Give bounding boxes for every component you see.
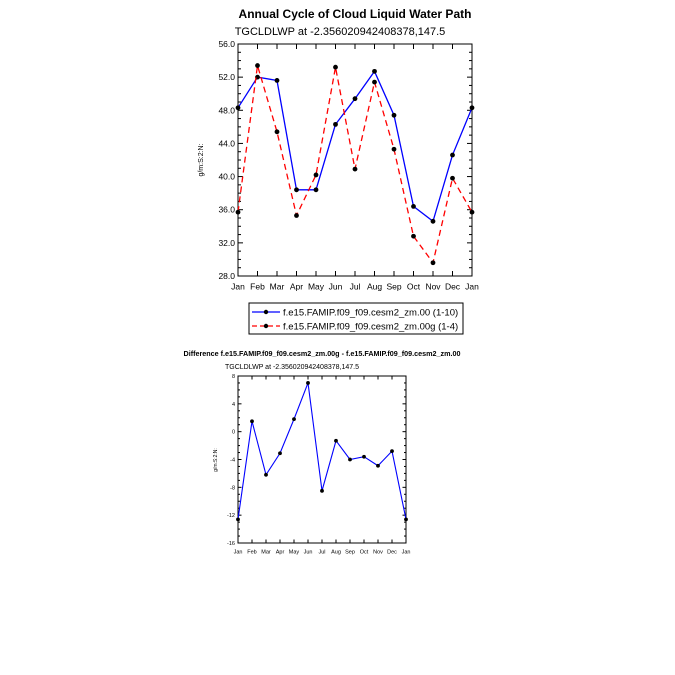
- bottom-x-tick-label: Jun: [304, 550, 313, 556]
- top-series-2-point: [235, 209, 241, 215]
- bottom-series-1-point: [306, 381, 310, 385]
- top-x-tick-label: Jan: [465, 282, 479, 292]
- top-x-tick-label: Jan: [231, 282, 245, 292]
- bottom-y-tick-label: 8: [232, 374, 235, 380]
- top-x-tick-label: Aug: [367, 282, 382, 292]
- top-series-1-point: [430, 218, 436, 224]
- bottom-series-1-point: [376, 463, 380, 468]
- bottom-x-tick-label: Aug: [331, 550, 341, 556]
- top-series-2-point: [391, 146, 397, 152]
- top-series-1-point: [274, 78, 280, 83]
- top-x-tick-label: Oct: [407, 282, 421, 292]
- bottom-x-tick-label: Jul: [318, 550, 325, 556]
- top-series-2-point: [372, 79, 377, 85]
- bottom-series-1-point: [292, 417, 296, 422]
- bottom-series-1-point: [264, 472, 268, 477]
- top-y-tick-label: 28.0: [218, 271, 235, 281]
- top-x-tick-label: Jul: [350, 282, 361, 292]
- top-series-2-point: [411, 233, 416, 239]
- top-y-tick-label: 32.0: [218, 238, 235, 248]
- top-chart-y-tick-labels: 56.0 52.0 48.0 44.0 40.0 36.0 32.0 28.0: [218, 39, 235, 281]
- top-series-1-point: [294, 187, 299, 193]
- bottom-x-tick-label: Dec: [387, 550, 397, 556]
- bottom-y-tick-label: 0: [232, 430, 235, 436]
- bottom-series-1-point: [390, 449, 394, 454]
- top-series-1-point: [313, 187, 319, 193]
- bottom-series-1-point: [362, 454, 366, 459]
- top-series-1-point: [352, 96, 358, 102]
- bottom-series-1-point: [236, 517, 240, 522]
- bottom-x-tick-label: May: [289, 550, 300, 556]
- bottom-series-1-point: [404, 517, 408, 522]
- top-series-2-point: [255, 63, 260, 68]
- legend-label-series-2: f.e15.FAMIP.f09_f09.cesm2_zm.00g (1-4): [283, 322, 458, 333]
- bottom-chart-subtitle: TGCLDLWP at -2.356020942408378,147.5: [225, 364, 359, 371]
- top-series-2-point: [294, 213, 299, 218]
- top-series-1-point: [469, 105, 475, 111]
- legend-box: [248, 302, 464, 335]
- bottom-chart-y-axis-label: g/m:S:2:N:: [213, 448, 219, 472]
- bottom-x-tick-label: Feb: [247, 550, 256, 556]
- bottom-series-1-point: [348, 457, 352, 462]
- top-x-tick-label: Nov: [425, 282, 441, 292]
- bottom-series-1-point: [320, 488, 324, 493]
- bottom-series-1-point: [250, 419, 254, 424]
- top-y-tick-label: 56.0: [218, 39, 235, 49]
- bottom-chart: Difference f.e15.FAMIP.f09_f09.cesm2_zm.…: [184, 349, 461, 556]
- top-x-tick-label: Apr: [290, 282, 303, 292]
- top-series-2-point: [352, 166, 358, 172]
- bottom-chart-title: Difference f.e15.FAMIP.f09_f09.cesm2_zm.…: [184, 349, 461, 358]
- top-series-1-point: [235, 105, 241, 111]
- top-series-2-point: [469, 209, 475, 215]
- bottom-x-tick-label: Oct: [360, 550, 369, 556]
- bottom-y-tick-label: -8: [230, 485, 235, 491]
- top-x-tick-label: Sep: [386, 282, 401, 292]
- top-x-tick-label: May: [308, 282, 325, 292]
- top-y-tick-label: 52.0: [218, 72, 235, 82]
- top-series-2-point: [313, 172, 319, 178]
- top-chart: Annual Cycle of Cloud Liquid Water Path …: [198, 7, 479, 335]
- bottom-y-tick-label: 4: [232, 402, 235, 408]
- top-series-1-point: [333, 121, 338, 127]
- top-x-tick-label: Jun: [329, 282, 343, 292]
- bottom-series-1-point: [334, 438, 338, 443]
- bottom-x-tick-label: Mar: [261, 550, 271, 556]
- top-series-1-point: [450, 152, 455, 158]
- bottom-series-1-point: [278, 451, 282, 456]
- top-series-2-point: [274, 129, 280, 135]
- bottom-x-tick-label: Nov: [373, 550, 383, 556]
- top-y-tick-label: 48.0: [218, 105, 235, 115]
- top-x-tick-label: Feb: [250, 282, 265, 292]
- top-chart-subtitle: TGCLDLWP at -2.356020942408378,147.5: [235, 26, 446, 38]
- bottom-x-tick-label: Sep: [345, 550, 355, 556]
- bottom-x-tick-label: Apr: [276, 550, 285, 556]
- legend-marker-series-2: [263, 323, 269, 329]
- top-series-2-point: [333, 64, 338, 70]
- top-series-2-point: [450, 175, 455, 181]
- top-chart-title: Annual Cycle of Cloud Liquid Water Path: [239, 7, 472, 21]
- top-series-1-point: [372, 68, 377, 74]
- bottom-x-tick-label: Jan: [402, 550, 411, 556]
- top-x-tick-label: Dec: [445, 282, 461, 292]
- bottom-y-tick-label: -16: [227, 541, 235, 547]
- top-series-2-point: [430, 260, 436, 266]
- bottom-y-tick-label: -4: [230, 457, 235, 463]
- bottom-y-tick-label: -12: [227, 513, 235, 519]
- top-y-tick-label: 44.0: [218, 138, 235, 148]
- top-x-tick-label: Mar: [270, 282, 285, 292]
- legend-label-series-1: f.e15.FAMIP.f09_f09.cesm2_zm.00 (1-10): [283, 308, 458, 319]
- top-chart-legend: f.e15.FAMIP.f09_f09.cesm2_zm.00 (1-10) f…: [248, 302, 464, 335]
- bottom-chart-y-tick-labels: 8 4 0 -4 -8 -12 -16: [227, 374, 235, 547]
- top-chart-plot-area: Jan Feb Mar Apr May Jun Jul Aug Sep Oct Nov Dec Jan: [231, 43, 479, 292]
- bottom-chart-plot-area: Jan Feb Mar Apr May Jun Jul Aug Sep Oct Nov Dec Jan: [234, 375, 411, 556]
- top-chart-y-axis-label: g/m:S:2:N:: [198, 143, 205, 176]
- top-series-1-point: [411, 204, 416, 209]
- legend-marker-series-1: [263, 309, 269, 315]
- bottom-x-tick-label: Jan: [234, 550, 243, 556]
- top-y-tick-label: 40.0: [218, 172, 235, 182]
- top-series-1-point: [391, 112, 397, 118]
- top-y-tick-label: 36.0: [218, 205, 235, 215]
